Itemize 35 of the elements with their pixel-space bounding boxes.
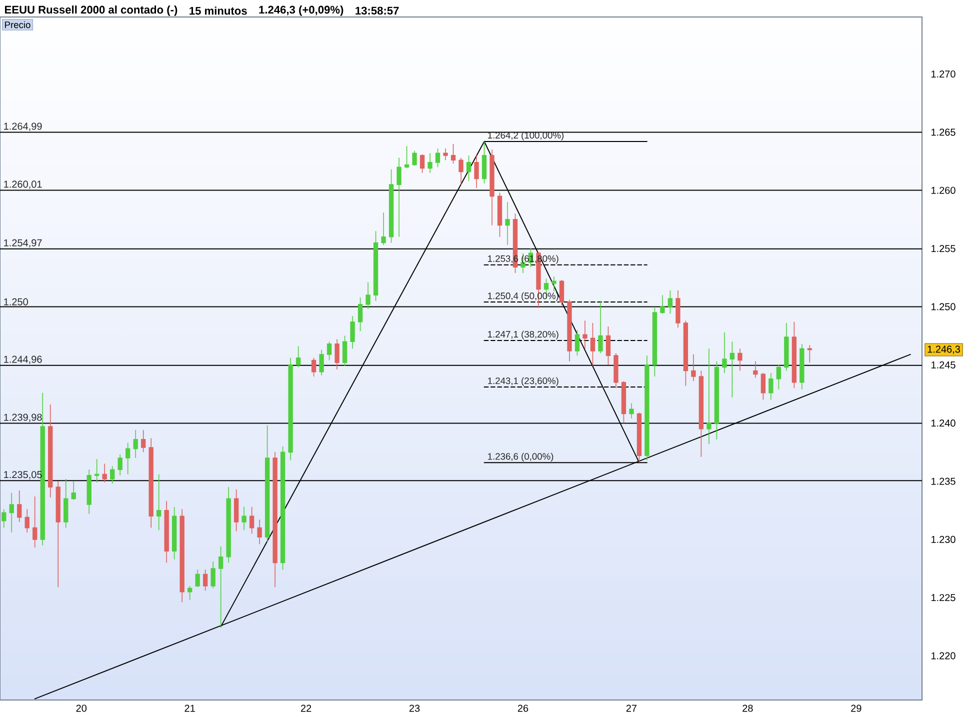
annotation: 1.246,3	[928, 346, 960, 354]
series-label: 1.247,1 (38,20%)	[488, 330, 558, 340]
x-tick-label: 20	[76, 704, 87, 712]
y-tick-label: 1.225	[931, 594, 956, 602]
ref-line-label: 1.254,97	[4, 239, 42, 248]
ref-line-label: 1.239,98	[4, 414, 42, 422]
x-tick-label: 26	[518, 704, 528, 712]
chart-subtitle: 15 minutos	[190, 6, 247, 15]
x-tick-label: 28	[742, 704, 753, 712]
chart-title: EEUU Russell 2000 al contado (-)	[5, 6, 178, 16]
y-tick-label: 1.235	[931, 478, 956, 485]
y-tick-label: 1.265	[931, 128, 956, 136]
x-tick-label: 21	[184, 704, 195, 712]
x-tick-label: 27	[626, 704, 637, 712]
x-tick-label: 23	[409, 704, 420, 712]
y-tick-label: 1.220	[931, 652, 956, 660]
ref-line-label: 1.244,96	[4, 356, 42, 364]
y-tick-label: 1.240	[931, 420, 956, 427]
x-tick-label: 29	[851, 704, 862, 712]
x-tick-label: 22	[300, 704, 312, 712]
y-tick-label: 1.270	[931, 70, 956, 78]
y-axis-title: Precio	[5, 21, 30, 28]
text: 13:58:57	[356, 6, 399, 15]
text: 1.246,3 (+0,09%)	[259, 6, 344, 16]
ref-line-label: 1.264,99	[4, 122, 42, 131]
y-tick-label: 1.255	[931, 245, 956, 252]
y-tick-label: 1.230	[931, 536, 956, 543]
series-label: 1.243,1 (23,60%)	[488, 377, 558, 386]
ref-line-label: 1.260,01	[4, 180, 42, 189]
ref-line-label: 1.250	[4, 298, 28, 306]
y-tick-label: 1.250	[931, 303, 956, 310]
y-tick-label: 1.245	[931, 361, 956, 368]
series-label: 1.236,6 (0,00%)	[488, 452, 554, 462]
series-label: 1.264,2 (100,00%)	[488, 132, 564, 140]
y-tick-label: 1.260	[931, 186, 956, 194]
